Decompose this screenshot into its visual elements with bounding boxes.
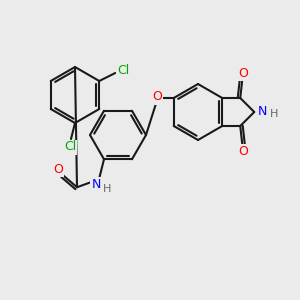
Text: O: O <box>238 145 248 158</box>
Text: H: H <box>270 109 279 119</box>
Text: Cl: Cl <box>117 64 129 77</box>
Text: H: H <box>103 184 111 194</box>
Text: O: O <box>53 163 63 176</box>
Text: O: O <box>238 67 248 80</box>
Text: Cl: Cl <box>64 140 76 154</box>
Text: N: N <box>258 104 268 118</box>
Text: N: N <box>91 178 101 191</box>
Text: O: O <box>152 91 162 103</box>
